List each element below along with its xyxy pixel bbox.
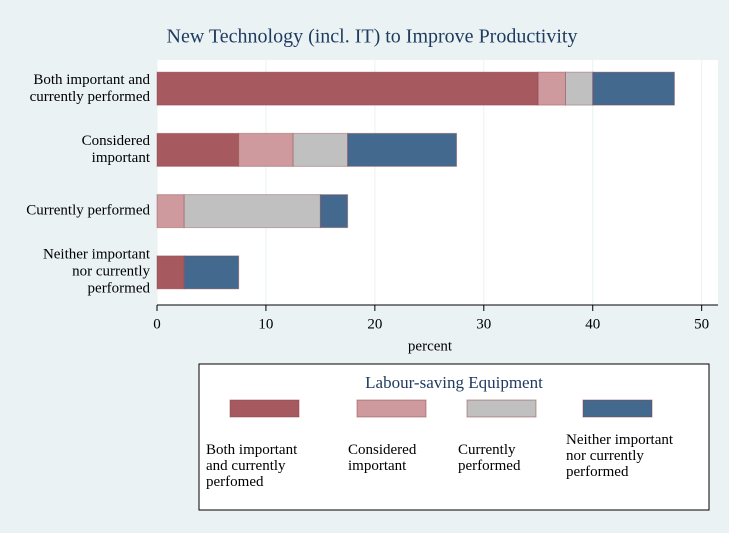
x-tick-label: 50 (694, 316, 709, 332)
legend-label: Both important and currently perfomed (206, 442, 298, 490)
legend-title: Labour-saving Equipment (365, 373, 543, 392)
legend-swatch (582, 399, 653, 418)
bar-segment (238, 132, 294, 167)
bar-segment (183, 255, 240, 290)
x-axis-label: percent (408, 338, 453, 354)
x-tick-label: 20 (367, 316, 382, 332)
bar-segment (156, 255, 185, 290)
legend-label: Currently performed (458, 442, 521, 474)
category-label: Currently performed (26, 202, 150, 219)
bar-segment (347, 132, 458, 167)
x-tick-label: 10 (258, 316, 273, 332)
legend-swatch (356, 399, 427, 418)
x-tick-label: 30 (476, 316, 491, 332)
legend-swatch (466, 399, 537, 418)
bar-segment (592, 71, 675, 106)
bar-segment (183, 194, 321, 229)
category-label: Neither important nor currently performe… (42, 246, 150, 297)
bar-segment (156, 194, 185, 229)
x-tick-label: 0 (153, 316, 161, 332)
bar-segment (156, 71, 539, 106)
category-label: Both important and currently performed (29, 71, 150, 105)
x-tick-label: 40 (585, 316, 600, 332)
category-label: Considered important (81, 132, 150, 166)
legend-box (198, 363, 710, 511)
bar-segment (292, 132, 349, 167)
legend-label: Considered important (348, 442, 417, 474)
legend-swatch (229, 399, 300, 418)
bar-segment (537, 71, 566, 106)
bar-segment (319, 194, 349, 229)
legend-label: Neither important nor currently performe… (566, 432, 674, 480)
chart-title: New Technology (incl. IT) to Improve Pro… (167, 26, 578, 48)
bar-segment (156, 132, 240, 167)
bar-segment (564, 71, 594, 106)
